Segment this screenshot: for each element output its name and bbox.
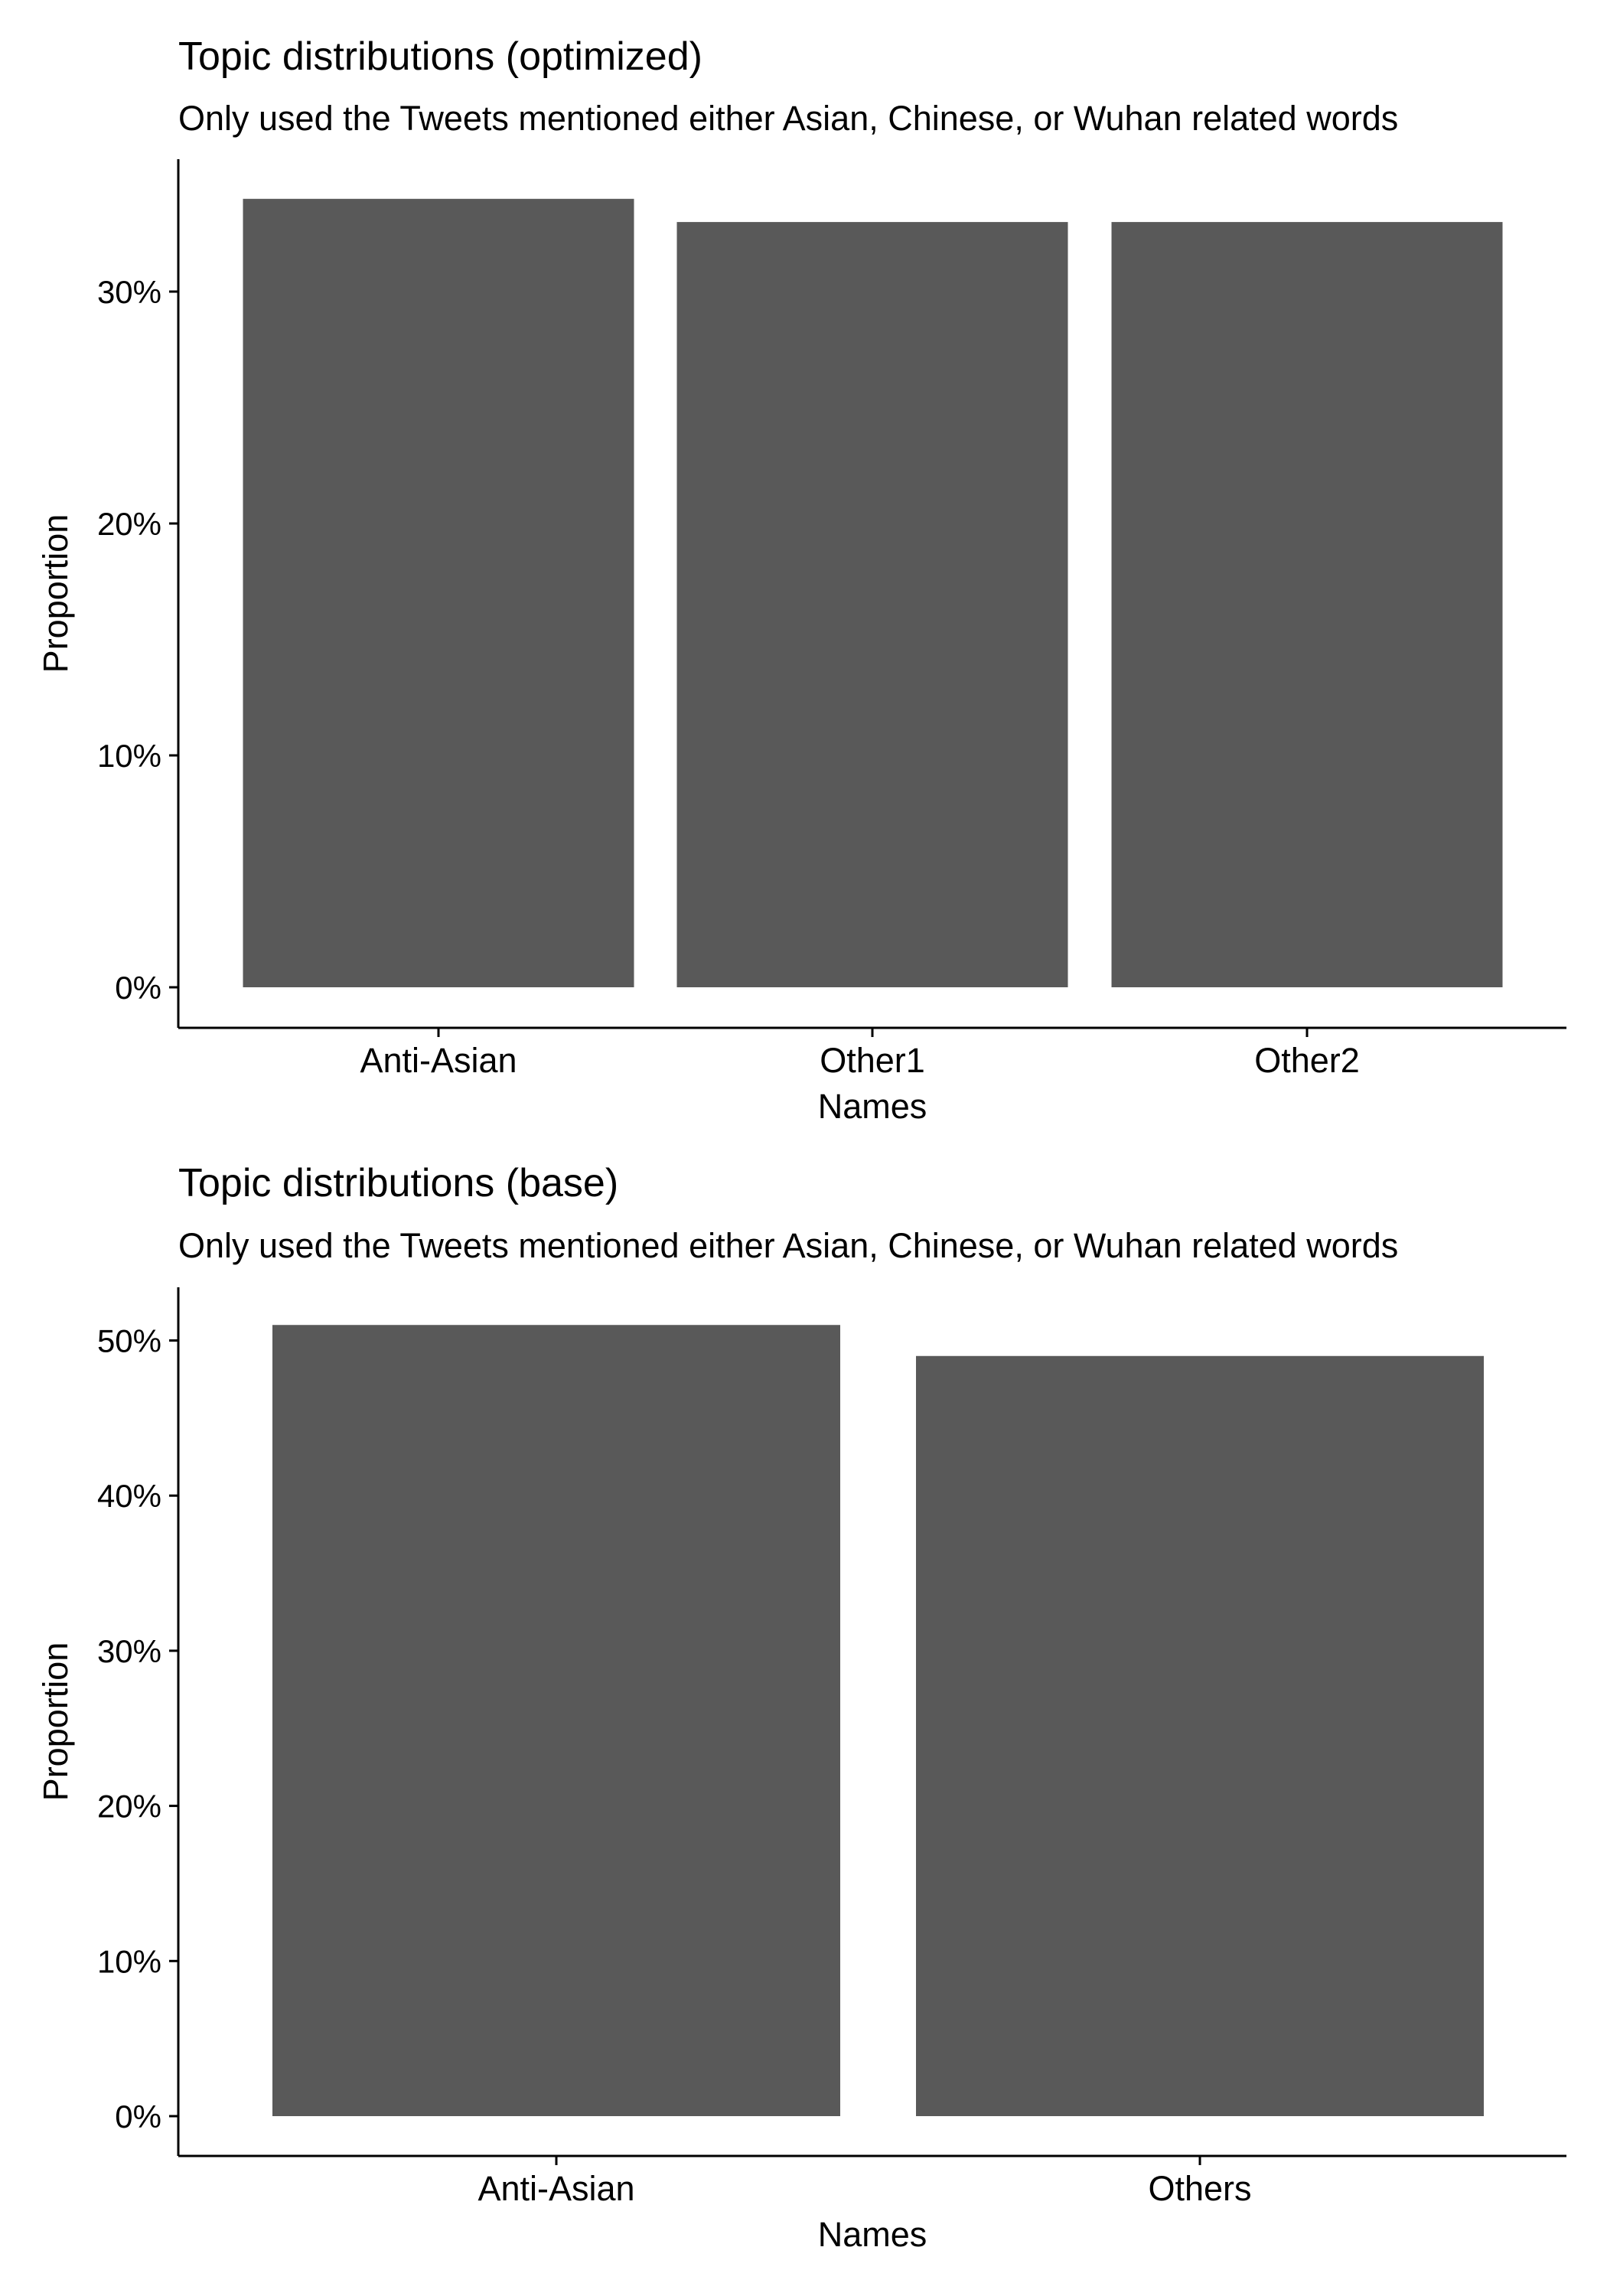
y-tick-label: 20% xyxy=(97,506,161,542)
x-axis-label: Names xyxy=(818,1087,927,1126)
y-tick-label: 30% xyxy=(97,1633,161,1669)
y-tick-label: 20% xyxy=(97,1789,161,1825)
chart-subtitle: Only used the Tweets mentioned either As… xyxy=(178,1226,1399,1265)
chart-optimized: Topic distributions (optimized) Only use… xyxy=(0,0,1607,1144)
bar-other1 xyxy=(676,222,1068,988)
chart-base: Topic distributions (base) Only used the… xyxy=(0,1144,1607,2296)
y-tick-label: 10% xyxy=(97,738,161,774)
bar-others xyxy=(916,1355,1484,2116)
y-tick-label: 10% xyxy=(97,1943,161,1979)
bar-chart-optimized: 0% 10% 20% 30% Anti-Asian Other1 Other2 Names Pr… xyxy=(36,159,1566,1126)
y-tick-label: 0% xyxy=(115,970,161,1006)
x-tick-label: Others xyxy=(1148,2169,1251,2208)
chart-title: Topic distributions (base) xyxy=(178,1161,619,1205)
y-tick-label: 30% xyxy=(97,274,161,310)
x-axis-label: Names xyxy=(818,2215,927,2254)
y-tick-label: 50% xyxy=(97,1323,161,1359)
y-tick-label: 0% xyxy=(115,2099,161,2135)
bar-anti-asian xyxy=(272,1325,840,2116)
y-axis-label: Proportion xyxy=(36,1642,75,1802)
x-tick-label: Other1 xyxy=(820,1041,925,1080)
bar-chart-base: 0% 10% 20% 30% 40% 50% Anti-Asian Others Names Pr… xyxy=(36,1287,1566,2254)
x-tick-label: Other2 xyxy=(1254,1041,1360,1080)
bar-other2 xyxy=(1111,222,1503,988)
x-tick-label: Anti-Asian xyxy=(478,2169,634,2208)
bar-anti-asian xyxy=(243,198,634,987)
chart-subtitle: Only used the Tweets mentioned either As… xyxy=(178,99,1399,138)
x-tick-label: Anti-Asian xyxy=(360,1041,517,1080)
y-axis-label: Proportion xyxy=(36,514,75,673)
chart-title: Topic distributions (optimized) xyxy=(178,34,702,79)
y-tick-label: 40% xyxy=(97,1478,161,1514)
